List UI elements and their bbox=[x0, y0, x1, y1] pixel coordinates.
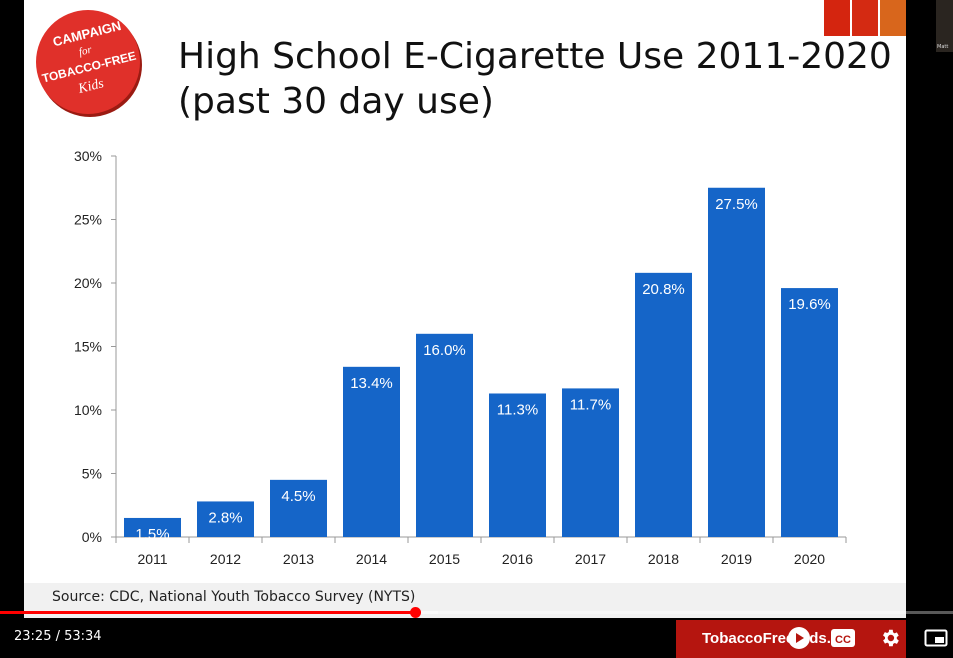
y-tick-label: 0% bbox=[82, 529, 102, 545]
captions-icon[interactable]: CC bbox=[829, 626, 857, 650]
bar-data-label: 11.7% bbox=[570, 396, 611, 413]
title-line-1: High School E-Cigarette Use 2011-2020 bbox=[178, 36, 892, 77]
bar-data-label: 1.5% bbox=[135, 526, 169, 543]
bar bbox=[343, 366, 400, 537]
bar-chart: 0% 5% 10% 15% 20% 25% 30% 2011 2012 2013 2014 2015 2… bbox=[74, 148, 847, 567]
play-icon[interactable] bbox=[785, 626, 813, 650]
x-tick-label: 2011 bbox=[137, 551, 167, 567]
bar-data-label: 4.5% bbox=[281, 488, 315, 505]
x-tick-label: 2019 bbox=[721, 551, 752, 567]
logo-line2: for bbox=[78, 44, 94, 59]
title-line-2: (past 30 day use) bbox=[178, 81, 494, 122]
miniplayer-icon[interactable] bbox=[922, 626, 950, 650]
bar bbox=[489, 393, 546, 537]
settings-icon[interactable] bbox=[876, 626, 904, 650]
x-tick-label: 2015 bbox=[429, 551, 460, 567]
campaign-logo: CAMPAIGN for TOBACCO-FREE Kids bbox=[36, 10, 142, 117]
time-display: 23:25 / 53:34 bbox=[14, 629, 102, 644]
bar bbox=[635, 272, 692, 537]
bar-data-label: 13.4% bbox=[350, 375, 393, 392]
bar-data-label: 27.5% bbox=[715, 196, 758, 213]
y-tick-label: 20% bbox=[74, 275, 102, 291]
x-tick-label: 2016 bbox=[502, 551, 533, 567]
slide-title: High School E-Cigarette Use 2011-2020 (p… bbox=[178, 34, 892, 124]
bar-data-label: 16.0% bbox=[423, 342, 466, 359]
x-tick-label: 2017 bbox=[575, 551, 606, 567]
bar bbox=[708, 187, 765, 537]
bar bbox=[562, 388, 619, 537]
bar bbox=[197, 501, 254, 537]
x-tick-label: 2018 bbox=[648, 551, 679, 567]
bar-data-label: 19.6% bbox=[788, 296, 831, 313]
logo-line4: Kids bbox=[76, 76, 106, 97]
source-caption: Source: CDC, National Youth Tobacco Surv… bbox=[52, 589, 416, 605]
y-tick-label: 30% bbox=[74, 148, 102, 164]
y-tick-label: 10% bbox=[74, 402, 102, 418]
bar-data-label: 20.8% bbox=[642, 281, 685, 298]
x-tick-label: 2020 bbox=[794, 551, 825, 567]
bar-data-label: 2.8% bbox=[208, 509, 242, 526]
bar bbox=[781, 288, 838, 537]
x-tick-label: 2012 bbox=[210, 551, 241, 567]
participant-name: Matt bbox=[937, 44, 949, 50]
x-tick-label: 2014 bbox=[356, 551, 387, 567]
progress-bar[interactable] bbox=[0, 607, 953, 618]
bar bbox=[416, 333, 473, 537]
y-tick-label: 25% bbox=[74, 212, 102, 228]
bar bbox=[270, 479, 327, 537]
progress-fill bbox=[0, 611, 417, 614]
captions-label: CC bbox=[835, 634, 851, 646]
x-tick-label: 2013 bbox=[283, 551, 314, 567]
scrubber-handle[interactable] bbox=[410, 607, 422, 618]
top-tab bbox=[852, 0, 878, 36]
top-tab bbox=[824, 0, 850, 36]
y-tick-label: 5% bbox=[82, 466, 102, 482]
bar bbox=[124, 517, 181, 537]
bar-data-label: 11.3% bbox=[497, 401, 538, 418]
top-tab bbox=[880, 0, 906, 36]
y-tick-label: 15% bbox=[74, 339, 102, 355]
participant-thumbnail: Matt bbox=[936, 0, 953, 52]
top-color-tabs bbox=[822, 0, 906, 36]
